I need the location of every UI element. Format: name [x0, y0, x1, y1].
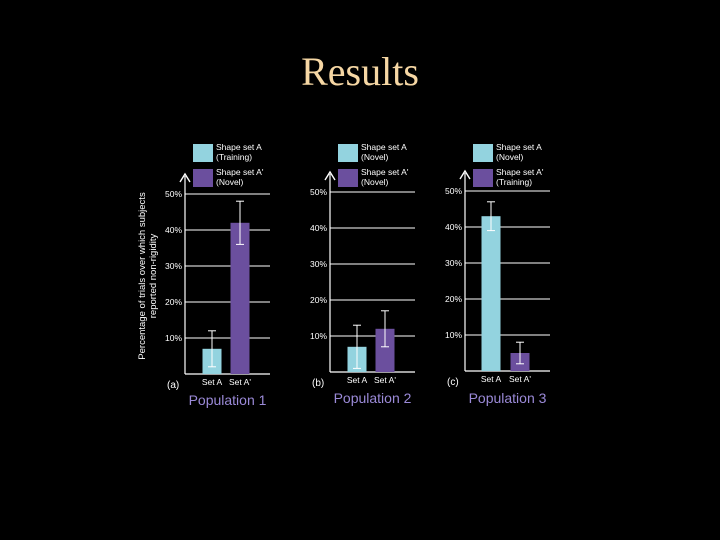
legend-sublabel: (Novel) [361, 177, 389, 187]
y-tick-label: 20% [165, 297, 182, 307]
legend-sublabel: (Novel) [496, 152, 524, 162]
x-tick-label: Set A' [374, 375, 396, 385]
error-bar [381, 310, 389, 348]
legend-swatch-set-a [473, 144, 493, 162]
legend-label: Shape set A' [496, 167, 544, 177]
legend-label: Shape set A [361, 142, 407, 152]
x-tick-label: Set A [347, 375, 368, 385]
x-tick-label: Set A [481, 374, 502, 384]
y-tick-label: 20% [445, 294, 462, 304]
y-tick-label: 30% [165, 261, 182, 271]
legend-swatch-set-a-prime [473, 169, 493, 187]
legend-label: Shape set A [496, 142, 542, 152]
legend-sublabel: (Training) [496, 177, 532, 187]
legend-swatch-set-a [338, 144, 358, 162]
error-bar [208, 330, 216, 368]
error-bar [516, 341, 524, 365]
population-label: Population 2 [334, 390, 412, 406]
y-tick-label: 50% [310, 187, 327, 197]
chart-panel: 10% 20% 30% 40% 50% Set A Set A' (c) Population … [445, 142, 550, 406]
error-bar [353, 324, 361, 369]
bar-set-a-prime [375, 328, 395, 372]
y-tick-label: 30% [310, 259, 327, 269]
error-bar [236, 200, 244, 245]
x-tick-label: Set A [202, 377, 223, 387]
y-tick-label: 10% [445, 330, 462, 340]
legend-label: Shape set A' [216, 167, 264, 177]
y-axis-label-group: Percentage of trials over which subjects… [137, 192, 159, 360]
legend-swatch-set-a-prime [338, 169, 358, 187]
y-axis-arrow [459, 169, 471, 180]
chart-panel: 10% 20% 30% 40% 50% Set A Set A' (b) Population … [310, 142, 415, 406]
legend-sublabel: (Novel) [361, 152, 389, 162]
x-tick-label: Set A' [229, 377, 251, 387]
y-axis-label-line: Percentage of trials over which subjects [137, 192, 148, 360]
y-tick-label: 40% [310, 223, 327, 233]
error-bar [487, 201, 495, 232]
legend-swatch-set-a-prime [193, 169, 213, 187]
panel-label: (a) [167, 380, 179, 391]
panel-label: (b) [312, 378, 324, 389]
chart-panel: 10% 20% 30% 40% 50% Set A Set A' (a) Population … [165, 142, 270, 408]
y-axis-arrow [179, 172, 191, 183]
panel-label: (c) [447, 377, 459, 388]
y-axis-label-line: reported non-rigidity [148, 234, 159, 319]
legend-label: Shape set A' [361, 167, 409, 177]
legend-swatch-set-a [193, 144, 213, 162]
x-tick-label: Set A' [509, 374, 531, 384]
y-tick-label: 40% [445, 222, 462, 232]
y-tick-label: 20% [310, 295, 327, 305]
y-tick-label: 10% [310, 331, 327, 341]
legend-label: Shape set A [216, 142, 262, 152]
chart-panels: 10% 20% 30% 40% 50% Set A Set A' (a) Population … [165, 142, 550, 408]
y-axis-arrow [324, 170, 336, 181]
y-tick-label: 40% [165, 225, 182, 235]
legend-sublabel: (Novel) [216, 177, 244, 187]
y-axis-label: Percentage of trials over which subjects… [137, 192, 159, 360]
y-tick-label: 30% [445, 258, 462, 268]
slide-title: Results [301, 49, 419, 94]
population-label: Population 3 [469, 390, 547, 406]
y-tick-label: 10% [165, 333, 182, 343]
population-label: Population 1 [189, 392, 267, 408]
legend-sublabel: (Training) [216, 152, 252, 162]
bar-set-a-prime [230, 222, 250, 374]
y-tick-label: 50% [165, 189, 182, 199]
bar-set-a [481, 216, 501, 371]
y-tick-label: 50% [445, 186, 462, 196]
